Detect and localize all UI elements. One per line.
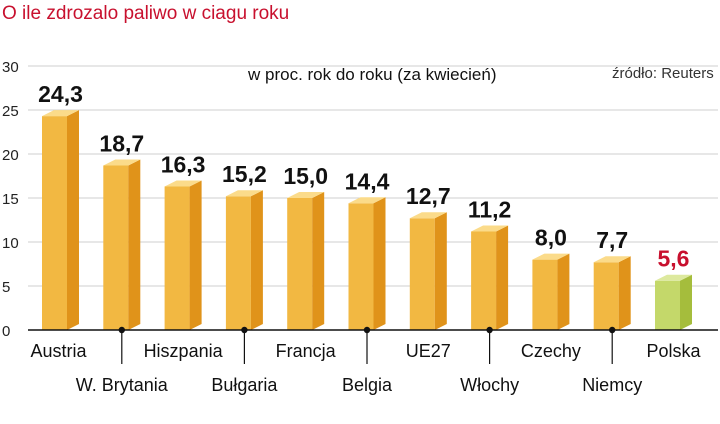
bar <box>287 192 325 330</box>
bar <box>471 225 509 330</box>
value-label: 24,3 <box>38 81 83 107</box>
y-tick-label: 25 <box>2 103 19 120</box>
bar-front <box>348 203 374 330</box>
bars: 24,3 18,7 16,3 15,2 15,0 14,4 12,7 11,2 8,0 7,7 5,… <box>38 81 692 330</box>
value-label: 15,2 <box>222 161 267 187</box>
category-label: Bułgaria <box>211 375 278 395</box>
bar-side <box>557 253 570 330</box>
value-label: 16,3 <box>161 152 206 178</box>
chart-subtitle: w proc. rok do roku (za kwiecień) <box>247 65 496 84</box>
bar-top <box>225 190 263 197</box>
y-tick-label: 10 <box>2 235 19 252</box>
bar <box>42 110 79 330</box>
label-dot <box>363 326 371 334</box>
value-label: 7,7 <box>596 227 628 253</box>
bar-top <box>593 256 631 263</box>
bar-side <box>496 225 509 330</box>
bar <box>655 274 692 330</box>
bar <box>103 159 141 330</box>
bar-side <box>128 159 141 330</box>
value-label: 11,2 <box>468 196 512 222</box>
bar-top <box>348 197 386 204</box>
x-axis-labels: Austria W. Brytania Hiszpania Bułgaria Franc… <box>30 326 702 395</box>
category-label: Austria <box>30 341 87 361</box>
bar-side <box>618 256 631 330</box>
bar-front <box>471 231 497 330</box>
bar-front <box>287 198 313 330</box>
category-label: Polska <box>646 341 701 361</box>
bar-top <box>103 159 141 166</box>
category-label: Belgia <box>342 375 393 395</box>
bar-top <box>532 253 570 260</box>
y-tick-label: 30 <box>2 59 19 76</box>
bar-top <box>287 192 325 198</box>
bar-side <box>189 180 202 330</box>
y-tick-label: 15 <box>2 191 19 208</box>
bar-front <box>409 218 435 330</box>
label-dot <box>241 326 248 334</box>
bar-top <box>471 225 509 232</box>
source-label: źródło: Reuters <box>612 65 714 82</box>
category-label: Hiszpania <box>144 341 224 361</box>
y-tick-label: 20 <box>2 147 19 164</box>
bar <box>225 190 263 330</box>
category-label: W. Brytania <box>76 375 169 395</box>
bar <box>348 197 386 330</box>
label-dot <box>118 326 126 334</box>
bar-top <box>164 180 202 187</box>
bar-front <box>225 196 251 330</box>
bar-side <box>680 274 692 330</box>
bar-front <box>103 165 129 330</box>
category-label: Czechy <box>521 341 581 361</box>
bar-front <box>42 116 67 330</box>
label-dot <box>486 326 493 334</box>
category-label: Włochy <box>460 375 519 395</box>
category-label: UE27 <box>406 341 451 361</box>
bar-front <box>655 280 680 330</box>
bar-front <box>532 259 558 330</box>
bar <box>532 253 570 330</box>
bar <box>164 180 202 330</box>
value-label: 12,7 <box>406 183 451 209</box>
y-tick-label: 5 <box>2 279 10 296</box>
bar-side <box>312 192 325 330</box>
bar-side <box>434 212 447 330</box>
label-dot <box>609 326 616 334</box>
category-label: Niemcy <box>582 375 642 395</box>
bar-side <box>373 197 386 330</box>
value-label: 18,7 <box>99 130 144 156</box>
y-tick-label: 0 <box>2 323 10 340</box>
value-label: 5,6 <box>658 246 690 272</box>
bar-top <box>42 110 79 117</box>
bar-top <box>409 212 447 219</box>
y-axis: 0 5 10 15 20 25 30 <box>2 59 19 340</box>
bar-front <box>164 186 190 330</box>
bar-side <box>250 190 263 330</box>
category-label: Francja <box>276 341 337 361</box>
bar <box>593 256 631 330</box>
value-label: 8,0 <box>535 225 567 251</box>
value-label: 15,0 <box>283 163 328 189</box>
value-label: 14,4 <box>345 168 390 194</box>
bar-top <box>655 274 692 281</box>
bar-front <box>593 262 619 330</box>
bar-side <box>67 110 79 330</box>
chart-title: O ile zdrozalo paliwo w ciagu roku <box>2 3 289 24</box>
bar <box>409 212 447 330</box>
